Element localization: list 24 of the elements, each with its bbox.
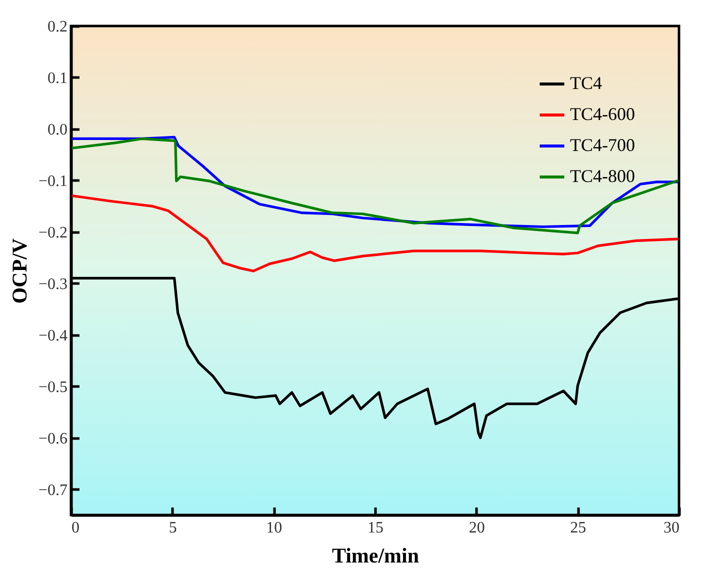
- y-tick-label: 0.1: [48, 70, 68, 87]
- y-tick-label: −0.3: [38, 276, 68, 293]
- y-axis-title: OCP/V: [7, 238, 32, 304]
- y-tick-label: −0.4: [38, 327, 68, 344]
- x-tick-label: 30: [664, 520, 680, 536]
- y-tick-label: −0.5: [38, 378, 68, 396]
- x-tick-label: 5: [168, 520, 177, 536]
- y-tick-label: 0.2: [48, 18, 68, 36]
- legend-label: TC4-800: [570, 166, 635, 186]
- y-tick-label: −0.1: [38, 172, 68, 190]
- x-tick-label: 0: [72, 520, 80, 536]
- y-tick-label: −0.2: [38, 224, 68, 242]
- line-series: [72, 194, 678, 272]
- x-tick-label: 10: [266, 520, 282, 536]
- y-tick-label: −0.6: [38, 430, 68, 448]
- legend-label: TC4: [570, 73, 602, 93]
- legend-label: TC4-600: [570, 104, 635, 124]
- x-tick-label: 20: [468, 520, 485, 536]
- x-tick-label: 15: [368, 520, 384, 536]
- y-tick-label: −0.7: [38, 482, 68, 499]
- x-axis-title: Time/min: [332, 544, 420, 568]
- legend-label: TC4-700: [570, 135, 635, 155]
- x-tick-label: 25: [570, 520, 586, 536]
- y-tick-label: 0.0: [48, 121, 68, 138]
